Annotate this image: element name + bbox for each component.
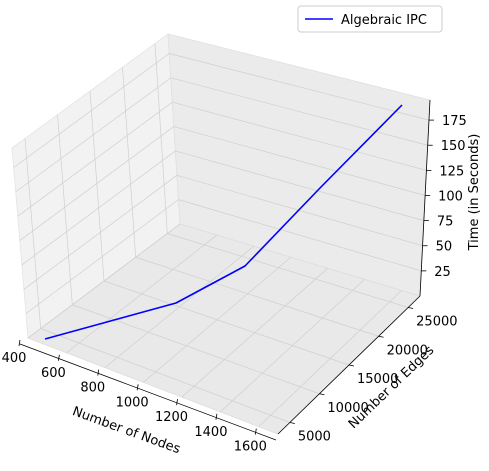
grid-line-y-20000 — [135, 256, 379, 337]
y-tick-label-10000: 10000 — [327, 401, 368, 416]
z-tick-label-75: 75 — [437, 215, 454, 230]
z-tick-label-125: 125 — [439, 164, 464, 179]
z-tick-label-150: 150 — [441, 139, 466, 154]
y-tick-mark-20000 — [378, 335, 384, 338]
grid-line-z-side-75 — [21, 150, 176, 266]
x-tick-label-800: 800 — [80, 381, 105, 396]
grid-line-y-wall-15000 — [89, 90, 105, 282]
z-axis-line — [419, 99, 431, 297]
y-tick-label-25000: 25000 — [416, 315, 457, 330]
x-tick-mark-1000 — [136, 384, 139, 391]
y-tick-label-20000: 20000 — [387, 343, 428, 358]
grid-line-z-back-25 — [178, 199, 422, 272]
grid-line-z-side-50 — [23, 175, 178, 290]
x-tick-mark-1600 — [254, 428, 257, 435]
y-tick-mark-25000 — [408, 307, 414, 309]
x-tick-mark-600 — [57, 354, 60, 361]
axis-ticks: 400 600 800 1000 1200 1400 1600 5000 10000 15000 2… — [2, 114, 467, 455]
grid-line-z-back-75 — [175, 150, 424, 221]
grid-line-z-back-125 — [172, 101, 427, 171]
x-tick-mark-400 — [18, 339, 21, 347]
grid-line-z-side-150 — [15, 77, 171, 193]
grid-line-y-25000 — [167, 233, 409, 308]
grid-line-y-5000 — [40, 328, 290, 423]
grid-line-z-side-100 — [19, 126, 175, 241]
grid-line-z-back-175 — [169, 53, 430, 121]
x-axis-line — [19, 343, 277, 441]
x-tick-label-1600: 1600 — [234, 440, 267, 455]
z-tick-label-100: 100 — [438, 189, 463, 204]
y-tick-mark-15000 — [348, 364, 355, 367]
grid-line-z-side-125 — [17, 101, 173, 217]
x-tick-label-400: 400 — [2, 351, 27, 366]
legend-label: Algebraic IPC — [341, 13, 427, 28]
grid-line-y-wall-5000 — [24, 138, 42, 329]
grid-line-y-wall-20000 — [122, 67, 137, 258]
legend-box — [297, 5, 443, 33]
x-tick-mark-1200 — [176, 399, 178, 406]
y-tick-mark-10000 — [319, 393, 325, 396]
grid-line-z-side-175 — [13, 53, 170, 168]
z-tick-label-25: 25 — [434, 265, 451, 280]
grid-line-z-side-25 — [25, 199, 179, 314]
x-tick-mark-800 — [97, 369, 100, 376]
y-tick-mark-5000 — [289, 422, 295, 424]
x-tick-label-600: 600 — [41, 366, 66, 381]
x-tick-mark-1400 — [215, 413, 218, 420]
z-tick-label-50: 50 — [436, 240, 453, 255]
grid-line-z-back-50 — [176, 174, 423, 247]
z-tick-label-175: 175 — [442, 114, 467, 129]
legend: Algebraic IPC — [297, 5, 443, 33]
grid-line-z-back-100 — [173, 126, 426, 196]
x-tick-label-1400: 1400 — [194, 425, 227, 440]
x-tick-label-1200: 1200 — [155, 410, 188, 425]
x-tick-label-1000: 1000 — [116, 395, 149, 410]
z-axis-label: Time (in Seconds) — [467, 134, 482, 252]
grid-line-y-wall-10000 — [57, 114, 73, 305]
grid-line-y-wall-25000 — [154, 43, 168, 234]
grid-line-z-back-150 — [170, 77, 428, 146]
grid-line-y-15000 — [103, 280, 350, 366]
y-tick-label-5000: 5000 — [298, 430, 331, 445]
y-tick-label-15000: 15000 — [357, 372, 398, 387]
series-line-algebraic-ipc — [44, 104, 403, 340]
grid-lines — [13, 43, 430, 427]
